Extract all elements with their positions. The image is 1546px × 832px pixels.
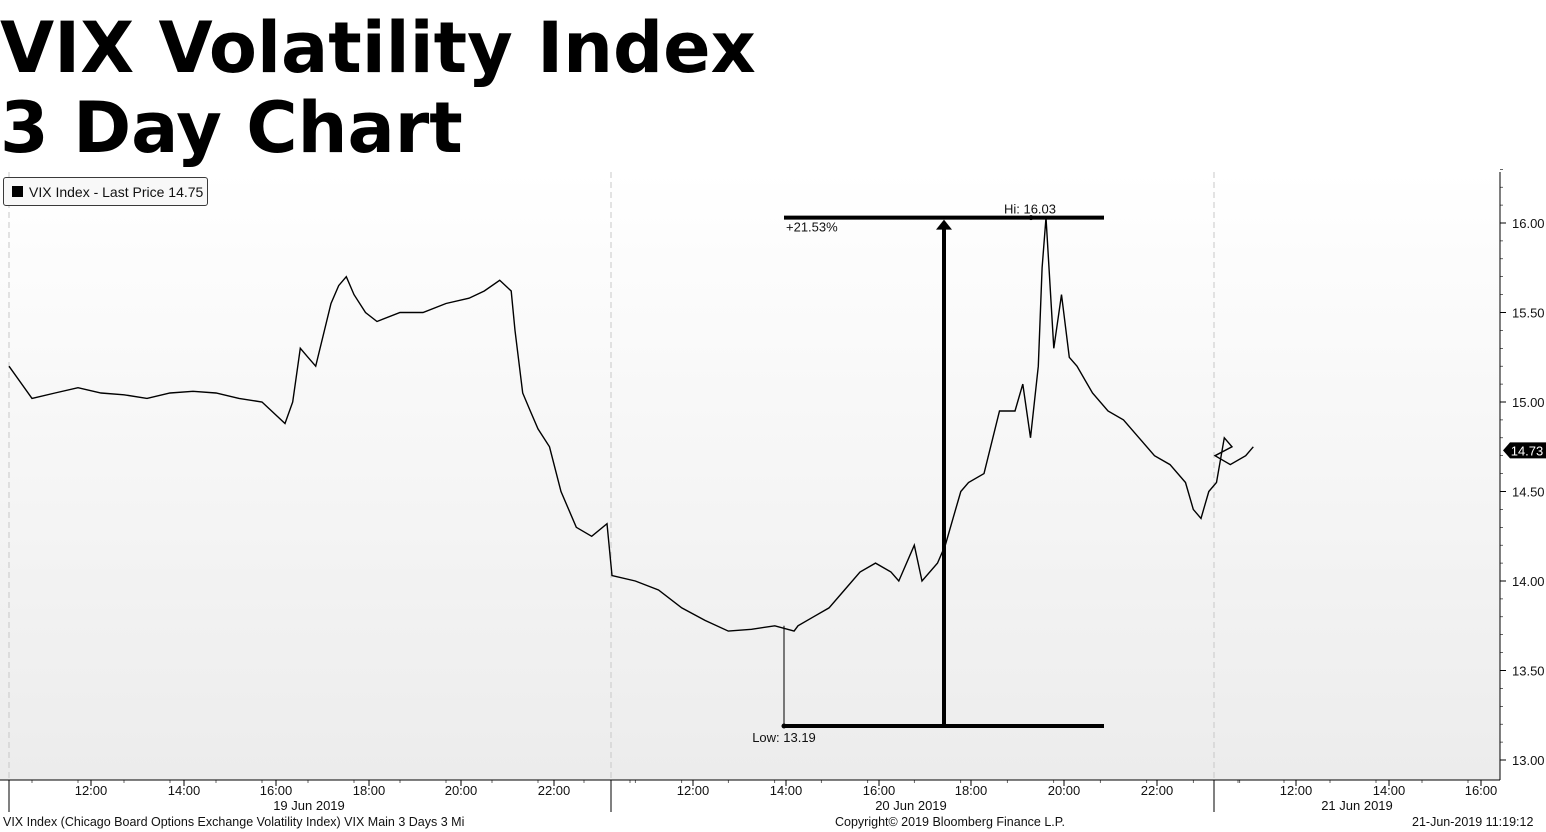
change-label: +21.53% (786, 220, 838, 235)
legend-label: VIX Index - Last Price 14.75 (29, 183, 204, 200)
x-day-label: 19 Jun 2019 (273, 798, 345, 813)
legend-swatch (12, 186, 23, 197)
last-value-label: 14.73 (1511, 443, 1544, 458)
y-tick-label: 16.00 (1512, 216, 1545, 231)
chart-title: VIX Volatility Index 3 Day Chart (0, 8, 756, 168)
y-tick-label: 15.50 (1512, 306, 1545, 321)
y-tick-label: 13.50 (1512, 664, 1545, 679)
x-tick-label: 18:00 (353, 783, 386, 798)
x-tick-label: 20:00 (1048, 783, 1081, 798)
x-tick-label: 14:00 (168, 783, 201, 798)
x-tick-label: 18:00 (955, 783, 988, 798)
chart-title-line-2: 3 Day Chart (0, 87, 463, 169)
footer-timestamp: 21-Jun-2019 11:19:12 (1412, 815, 1534, 829)
footer-copyright: Copyright© 2019 Bloomberg Finance L.P. (835, 815, 1065, 829)
high-marker (1028, 215, 1034, 221)
low-marker (781, 723, 787, 729)
x-tick-label: 22:00 (538, 783, 571, 798)
x-tick-label: 22:00 (1141, 783, 1174, 798)
y-tick-label: 14.50 (1512, 485, 1545, 500)
x-tick-label: 12:00 (1280, 783, 1313, 798)
last-value-tag (1503, 442, 1546, 459)
low-label: Low: 13.19 (752, 730, 816, 745)
y-tick-label: 14.00 (1512, 574, 1545, 589)
x-tick-label: 14:00 (1373, 783, 1406, 798)
footer-source: VIX Index (Chicago Board Options Exchang… (3, 815, 465, 829)
x-tick-label: 16:00 (863, 783, 896, 798)
x-tick-label: 12:00 (75, 783, 108, 798)
x-tick-label: 12:00 (677, 783, 710, 798)
x-day-label: 21 Jun 2019 (1321, 798, 1393, 813)
x-day-label: 20 Jun 2019 (875, 798, 947, 813)
plot-background (0, 170, 1500, 780)
x-tick-label: 16:00 (1465, 783, 1498, 798)
chart-title-line-1: VIX Volatility Index (0, 7, 756, 89)
series-line (8, 217, 1254, 632)
change-arrow-head (936, 219, 952, 230)
x-tick-label: 14:00 (770, 783, 803, 798)
y-tick-label: 15.00 (1512, 395, 1545, 410)
x-tick-label: 16:00 (260, 783, 293, 798)
y-tick-label: 13.00 (1512, 753, 1545, 768)
x-tick-label: 20:00 (445, 783, 478, 798)
legend: VIX Index - Last Price 14.75 (3, 177, 208, 206)
high-label: Hi: 16.03 (1004, 202, 1056, 217)
